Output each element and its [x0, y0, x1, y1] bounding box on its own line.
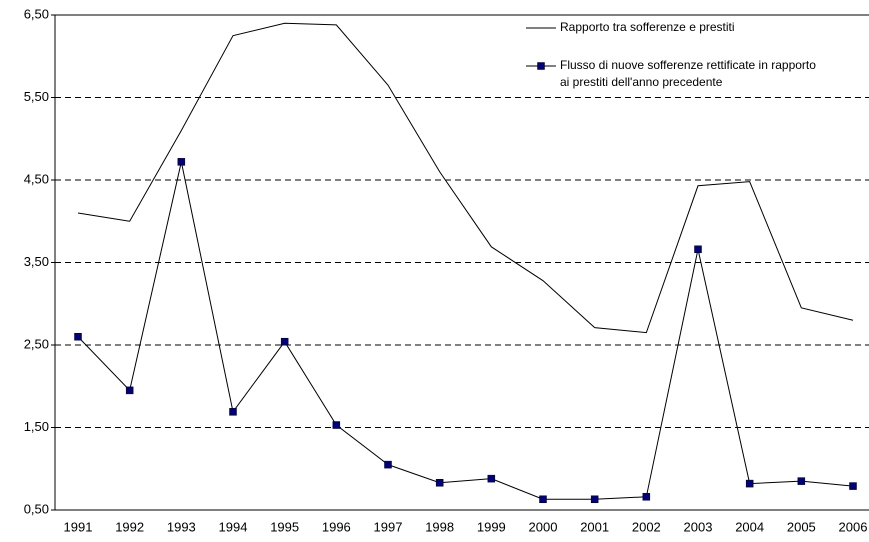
data-point	[849, 482, 857, 490]
x-tick-label: 1998	[425, 519, 454, 534]
data-point	[487, 474, 496, 483]
x-tick-label: 1995	[270, 519, 299, 534]
x-tick-label: 2000	[529, 519, 558, 534]
x-tick-label: 1994	[219, 519, 248, 534]
y-tick-label: 4,50	[24, 171, 49, 186]
y-tick-label: 5,50	[24, 89, 49, 104]
x-tick-label: 2005	[787, 519, 816, 534]
data-point	[384, 460, 392, 469]
x-tick-label: 1992	[115, 519, 144, 534]
y-tick-label: 3,50	[24, 254, 49, 269]
data-point	[280, 337, 289, 346]
data-point	[177, 158, 186, 166]
legend-label: Flusso di nuove sofferenze rettificate i…	[560, 58, 816, 89]
y-tick-label: 2,50	[24, 336, 49, 351]
y-tick-label: 6,50	[24, 6, 49, 21]
series-line	[77, 22, 854, 334]
data-point	[74, 333, 82, 341]
data-point	[125, 386, 134, 395]
legend-marker	[537, 62, 545, 70]
x-tick-label: 2006	[839, 519, 868, 534]
data-point	[642, 493, 651, 501]
x-tick-label: 1993	[167, 519, 196, 534]
data-point	[435, 479, 444, 487]
data-point	[332, 421, 341, 429]
x-tick-label: 1996	[322, 519, 351, 534]
y-tick-label: 1,50	[24, 419, 49, 434]
data-point	[797, 477, 806, 485]
data-point	[539, 495, 547, 504]
series-line	[77, 161, 854, 500]
x-tick-label: 1999	[477, 519, 506, 534]
y-tick-label: 0,50	[24, 501, 49, 516]
x-tick-label: 1991	[64, 519, 93, 534]
x-tick-label: 2003	[684, 519, 713, 534]
data-point	[694, 245, 702, 254]
x-tick-label: 1997	[374, 519, 403, 534]
x-tick-label: 2004	[735, 519, 764, 534]
data-point	[745, 479, 754, 488]
data-point	[590, 495, 599, 504]
x-tick-label: 2002	[632, 519, 661, 534]
data-point	[229, 408, 237, 416]
legend-label: Rapporto tra sofferenze e prestiti	[560, 20, 735, 34]
x-tick-label: 2001	[580, 519, 609, 534]
